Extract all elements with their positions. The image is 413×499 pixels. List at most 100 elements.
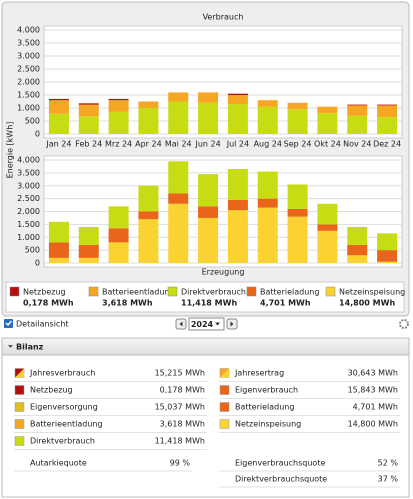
legend-value: 0,178 MWh (23, 299, 74, 308)
bar-segment (377, 104, 398, 106)
bar-segment (347, 226, 368, 245)
bar-segment (108, 206, 129, 229)
x-tick-label: Mrz 24 (105, 140, 132, 149)
bar-segment (198, 217, 219, 263)
row-value: 15,037 MWh (155, 403, 205, 412)
arrow (215, 322, 220, 326)
legend-label: Netzbezug (23, 288, 66, 297)
row-icon (219, 419, 230, 429)
quote-value: 52 % (378, 459, 399, 468)
bar-segment (48, 257, 69, 263)
bar-segment (108, 242, 129, 263)
bar-segment (257, 171, 278, 199)
x-tick-label: Aug 24 (254, 140, 282, 149)
quote-label: Eigenverbrauchsquote (235, 459, 325, 468)
bar-segment (317, 113, 338, 134)
bar-segment (48, 100, 69, 114)
bar-segment (198, 174, 219, 207)
bar-segment (78, 226, 99, 245)
row-label: Jahresverbrauch (29, 369, 95, 378)
bar-segment (347, 104, 368, 106)
bar-segment (287, 109, 308, 134)
y-tick-label: 1.500 (17, 220, 40, 229)
y-tick-label: 4.000 (17, 26, 40, 35)
y-tick-label: 1.000 (17, 104, 40, 113)
y-tick-label: 3.000 (17, 52, 40, 61)
bar-segment (78, 257, 99, 263)
y-tick-label: 500 (25, 246, 40, 255)
settings[interactable] (399, 319, 409, 329)
arrow (230, 321, 234, 327)
bar-segment (287, 184, 308, 209)
row-icon (14, 419, 25, 429)
bar-segment (377, 117, 398, 134)
y-tick-label: 0 (35, 130, 40, 139)
row-icon (219, 402, 230, 412)
row-value: 11,418 MWh (155, 437, 205, 446)
bar-segment (108, 98, 129, 101)
bar-segment (257, 198, 278, 208)
row-value: 4,701 MWh (353, 403, 398, 412)
legend-value: 11,418 MWh (181, 299, 237, 308)
bar-segment (287, 216, 308, 263)
bar-segment (48, 113, 69, 134)
bar-segment (347, 244, 368, 256)
bar-segment (317, 230, 338, 263)
x-tick-label: Apr 24 (135, 140, 162, 149)
row-label: Direktverbrauch (30, 437, 95, 446)
legend-value: 3,618 MWh (102, 299, 153, 308)
x-tick-label: Jan 24 (45, 140, 71, 149)
legend-value: 14,800 MWh (339, 299, 395, 308)
row-icon (14, 385, 25, 395)
bar-segment (257, 106, 278, 134)
x-tick-label: Feb 24 (75, 140, 102, 149)
y-tick-label: 2.500 (17, 194, 40, 203)
legend-label: Netzeinspeisung (339, 288, 405, 297)
bar-segment (227, 169, 248, 200)
row-label: Batterieentladung (30, 420, 103, 429)
chart-title: Erzeugung (202, 268, 245, 277)
bar-segment (138, 108, 159, 134)
year-select[interactable] (188, 317, 225, 331)
row-label: Netzeinspeisung (235, 420, 301, 429)
bar-segment (168, 203, 189, 263)
bar-segment (257, 207, 278, 263)
bar-segment (78, 244, 99, 258)
bar-segment (227, 104, 248, 134)
quote-label: Direktverbrauchsquote (235, 475, 327, 484)
row-icon (14, 436, 25, 446)
x-tick-label: Mai 24 (165, 140, 192, 149)
quote-value: 37 % (378, 475, 399, 484)
arrow (179, 321, 183, 327)
row-icon-split (220, 368, 229, 378)
bar-segment (138, 219, 159, 263)
bar-segment (48, 98, 69, 101)
x-tick-label: Jul 24 (226, 140, 249, 149)
row-value: 14,800 MWh (348, 420, 398, 429)
row-icon-split (15, 368, 24, 378)
row-value: 0,178 MWh (160, 386, 205, 395)
bar-segment (78, 116, 99, 134)
legend-label: Direktverbrauch (181, 288, 246, 297)
bar-segment (48, 221, 69, 243)
bar-segment (317, 224, 338, 231)
bilanz-title: Bilanz (16, 343, 44, 352)
bar-segment (347, 255, 368, 263)
y-axis-label: Energie [kWh] (6, 122, 15, 179)
y-tick-label: 0 (35, 259, 40, 268)
bar-segment (198, 92, 219, 103)
y-tick-label: 3.500 (17, 39, 40, 48)
bar-segment (198, 206, 219, 218)
bar-segment (227, 210, 248, 263)
bar-segment (257, 100, 278, 107)
row-value: 15,843 MWh (348, 386, 398, 395)
y-tick-label: 1.500 (17, 91, 40, 100)
x-tick-label: Jun 24 (194, 140, 220, 149)
collapse[interactable] (8, 345, 13, 348)
legend-swatch (325, 286, 336, 297)
bar-segment (347, 105, 368, 116)
x-tick-label: Okt 24 (314, 140, 341, 149)
row-label: Netzbezug (30, 386, 73, 395)
bilanz-header (1, 337, 410, 356)
